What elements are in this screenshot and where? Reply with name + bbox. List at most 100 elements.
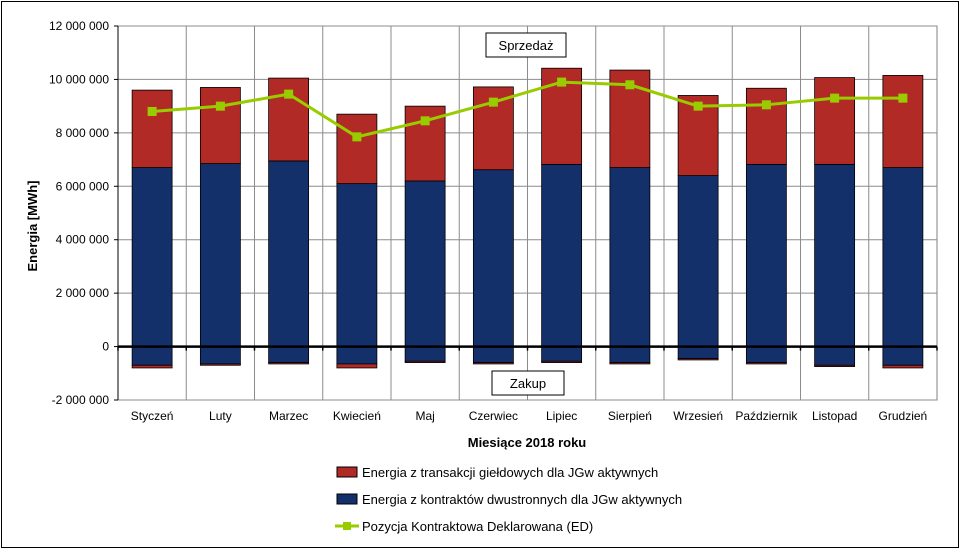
bar-bilateral-positive bbox=[199, 163, 241, 347]
legend-swatch-bilateral bbox=[336, 493, 358, 505]
x-tick-label: Styczeń bbox=[131, 409, 174, 423]
gridlines bbox=[118, 25, 937, 401]
bar-bilateral-negative bbox=[336, 346, 378, 365]
x-tick-label: Październik bbox=[735, 409, 798, 423]
bar-exchange-negative bbox=[131, 364, 173, 369]
x-tick-label: Lipiec bbox=[546, 409, 577, 423]
bar-exchange-positive bbox=[336, 113, 378, 185]
ed-line bbox=[152, 80, 903, 139]
x-tick-label: Sierpień bbox=[608, 409, 652, 423]
ed-marker bbox=[420, 116, 430, 126]
y-tick-label: 4 000 000 bbox=[56, 233, 110, 247]
bar-exchange-negative bbox=[814, 364, 856, 368]
ed-marker bbox=[830, 93, 840, 103]
ed-marker bbox=[625, 80, 635, 90]
zero-line-group bbox=[114, 25, 938, 401]
bar-bilateral-positive bbox=[541, 163, 583, 347]
annotation-lower-box bbox=[491, 370, 565, 396]
bar-exchange-negative bbox=[404, 360, 446, 363]
bar-bilateral-negative bbox=[814, 346, 856, 366]
x-tick-label: Czerwiec bbox=[469, 409, 518, 423]
y-tick-label: 6 000 000 bbox=[56, 179, 110, 193]
x-tick-label: Maj bbox=[415, 409, 434, 423]
bar-bilateral-negative bbox=[472, 346, 514, 364]
bar-bilateral-positive bbox=[268, 160, 310, 347]
bar-bilateral-positive bbox=[882, 167, 924, 347]
y-tick-label: 8 000 000 bbox=[56, 126, 110, 140]
x-tick-label: Wrzesień bbox=[673, 409, 723, 423]
legend-swatch-exchange bbox=[336, 466, 358, 478]
legend-item-bilateral: Energia z kontraktów dwustronnych dla JG… bbox=[336, 492, 682, 507]
bar-bilateral-negative bbox=[882, 346, 924, 366]
bar-bilateral-negative bbox=[677, 346, 719, 359]
ed-marker bbox=[898, 93, 908, 103]
bar-bilateral-positive bbox=[404, 180, 446, 347]
bar-bilateral-negative bbox=[268, 346, 310, 364]
bar-exchange-negative bbox=[882, 364, 924, 369]
bar-bilateral-positive bbox=[609, 167, 651, 347]
y-axis-title: Energia [MWh] bbox=[25, 181, 40, 272]
bar-bilateral-positive bbox=[814, 163, 856, 347]
legend-label-bilateral: Energia z kontraktów dwustronnych dla JG… bbox=[362, 492, 682, 507]
x-tick-label: Luty bbox=[209, 409, 232, 423]
annotation-upper-box bbox=[485, 32, 567, 58]
bar-bilateral-positive bbox=[472, 169, 514, 347]
annotation-upper-label: Sprzedaż bbox=[499, 38, 554, 53]
bar-exchange-positive bbox=[677, 95, 719, 177]
bar-exchange-negative bbox=[336, 363, 378, 369]
legend-label-ed: Pozycja Kontraktowa Deklarowana (ED) bbox=[362, 519, 593, 534]
ed-marker bbox=[761, 100, 771, 110]
legend-label-exchange: Energia z transakcji giełdowych dla JGw … bbox=[362, 465, 658, 480]
bar-bilateral-positive bbox=[131, 167, 173, 347]
bar-exchange-positive bbox=[131, 89, 173, 168]
ed-marker bbox=[693, 101, 703, 111]
bar-bilateral-negative bbox=[131, 346, 173, 366]
bar-exchange-negative bbox=[472, 362, 514, 365]
annotation-lower-label: Zakup bbox=[510, 376, 546, 391]
ed-marker bbox=[557, 77, 567, 87]
bar-exchange-negative bbox=[609, 362, 651, 365]
bar-exchange-negative bbox=[745, 362, 787, 365]
bar-exchange-positive bbox=[814, 77, 856, 165]
bar-exchange-positive bbox=[882, 75, 924, 168]
annotation-lower: Zakup bbox=[491, 370, 565, 396]
legend-marker-ed bbox=[343, 522, 351, 530]
bar-bilateral-negative bbox=[745, 346, 787, 364]
bar-exchange-negative bbox=[677, 358, 719, 361]
legend-item-ed: Pozycja Kontraktowa Deklarowana (ED) bbox=[335, 519, 593, 534]
y-tick-label: 2 000 000 bbox=[56, 286, 110, 300]
x-tick-label: Kwiecień bbox=[333, 409, 381, 423]
y-tick-label: 10 000 000 bbox=[49, 72, 109, 86]
bar-exchange-negative bbox=[541, 360, 583, 363]
line-series bbox=[147, 77, 908, 142]
bars bbox=[131, 67, 924, 369]
bar-exchange-positive bbox=[199, 87, 241, 164]
x-tick-labels: Styczeń Luty Marzec Kwiecień Maj Czerwiec Lipi… bbox=[131, 409, 927, 423]
bar-exchange-positive bbox=[745, 87, 787, 165]
x-tick-label: Grudzień bbox=[879, 409, 928, 423]
annotation-upper: Sprzedaż bbox=[485, 32, 567, 58]
ed-marker bbox=[352, 132, 362, 142]
x-axis-title: Miesiące 2018 roku bbox=[468, 435, 587, 450]
bar-exchange-negative bbox=[199, 363, 241, 366]
bar-bilateral-negative bbox=[199, 346, 241, 365]
y-tick-labels: -2 000 000 0 2 000 000 4 000 000 6 000 000 8 … bbox=[49, 19, 109, 407]
ed-marker bbox=[488, 97, 498, 107]
bar-bilateral-positive bbox=[745, 163, 787, 347]
legend: Energia z transakcji giełdowych dla JGw … bbox=[335, 465, 682, 534]
y-tick-label: -2 000 000 bbox=[52, 393, 110, 407]
ed-marker bbox=[284, 89, 294, 99]
bar-bilateral-negative bbox=[404, 346, 446, 362]
x-tick-label: Listopad bbox=[812, 409, 857, 423]
bar-bilateral-negative bbox=[609, 346, 651, 364]
ed-marker bbox=[147, 106, 157, 116]
bar-bilateral-positive bbox=[336, 183, 378, 347]
bar-exchange-negative bbox=[268, 362, 310, 365]
y-tick-label: 0 bbox=[102, 340, 109, 354]
bar-bilateral-positive bbox=[677, 175, 719, 347]
ed-marker bbox=[215, 101, 225, 111]
bar-bilateral-negative bbox=[541, 346, 583, 362]
x-tick-label: Marzec bbox=[269, 409, 308, 423]
legend-item-exchange: Energia z transakcji giełdowych dla JGw … bbox=[336, 465, 658, 480]
